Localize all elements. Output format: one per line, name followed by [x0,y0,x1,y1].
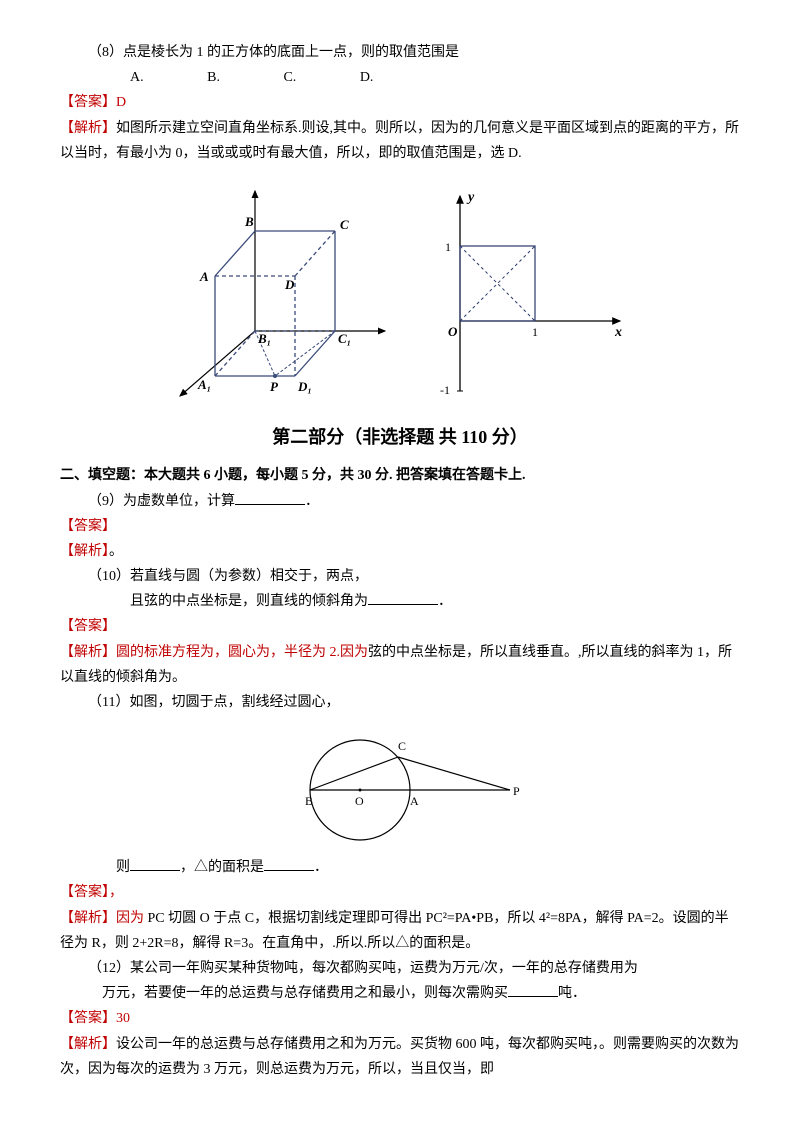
q12-answer: 【答案】30 [60,1006,740,1031]
plane-diagram: O x y 1 1 -1 [420,181,640,411]
q12-analysis: 【解析】设公司一年的总运费与总存储费用之和为万元。买货物 600 吨，每次都购买… [60,1032,740,1082]
q11-prefix: 则 [116,860,130,875]
label-1x: 1 [532,325,538,339]
q12-blank [508,982,558,997]
q11-answer: 【答案】， [60,880,740,905]
cube-diagram: A B C D A₁ B₁ C₁ D₁ P [160,181,390,411]
q11-analysis-label: 【解析】 [60,911,116,926]
label-y: y [466,190,475,205]
label-A: A [199,269,209,284]
label-D: D [284,277,295,292]
label-A1: A₁ [197,377,211,392]
q8-opt-a: A. [130,65,144,90]
q12-answer-label: 【答案】 [60,1011,116,1026]
part2-title: 第二部分（非选择题 共 110 分） [60,421,740,453]
label-O-circ: O [355,794,364,808]
q9-line: （9）为虚数单位，计算 ． [60,489,740,514]
label-P: P [270,379,279,394]
q11-line2: 则 ，△的面积是 ． [60,855,740,880]
q10-analysis: 【解析】圆的标准方程为，圆心为，半径为 2.因为弦的中点坐标是，所以直线垂直。,… [60,640,740,690]
label-neg1: -1 [440,383,450,397]
label-O: O [448,324,458,339]
q12-line2: 万元，若要使一年的总运费与总存储费用之和最小，则每次需购买 吨． [60,981,740,1006]
q8-diagrams: A B C D A₁ B₁ C₁ D₁ P O x y 1 1 -1 [60,181,740,411]
q8-options: A. B. C. D. [60,65,740,90]
q8-answer: 【答案】D [60,90,740,115]
q9-blank [235,490,305,505]
q10-line2: 且弦的中点坐标是，则直线的倾斜角为 ． [60,589,740,614]
q8-opt-c: C. [283,65,296,90]
q10-answer: 【答案】 [60,614,740,639]
label-P-circ: P [513,784,520,798]
q8-analysis: 【解析】如图所示建立空间直角坐标系.则设,其中。则所以，因为的几何意义是平面区域… [60,116,740,166]
label-B-circ: B [305,794,313,808]
analysis-text: 如图所示建立空间直角坐标系.则设,其中。则所以，因为的几何意义是平面区域到点的距… [60,121,739,161]
q10-line1: （10）若直线与圆（为参数）相交于，两点， [60,564,740,589]
q10-analysis-label: 【解析】 [60,645,116,660]
q8-opt-b: B. [207,65,220,90]
label-A-circ: A [410,794,419,808]
label-C1: C₁ [338,331,351,346]
q12-line1: （12）某公司一年购买某种货物吨，每次都购买吨，运费为万元/次，一年的总存储费用… [60,956,740,981]
q10-analysis-part1: 圆的标准方程为，圆心为，半径为 2.因为 [116,645,368,660]
q12-analysis-label: 【解析】 [60,1037,116,1052]
label-x: x [614,325,622,340]
q11-suffix: ． [314,860,328,875]
q12-line2-text: 万元，若要使一年的总运费与总存储费用之和最小，则每次需购买 [102,986,508,1001]
q9-text: （9）为虚数单位，计算 [88,494,235,509]
q10-blank [368,590,438,605]
q9-suffix: ． [305,494,319,509]
q11-analysis: 【解析】因为 PC 切圆 O 于点 C，根据切割线定理即可得出 PC²=PA•P… [60,906,740,956]
q8-opt-d: D. [360,65,374,90]
q10-line2-text: 且弦的中点坐标是，则直线的倾斜角为 [130,594,368,609]
q9-analysis: 【解析】。 [60,539,740,564]
q9-analysis-text: 。 [109,544,123,559]
label-C-circ: C [398,739,406,753]
answer-value: D [116,95,126,110]
q9-answer: 【答案】 [60,514,740,539]
q9-analysis-label: 【解析】 [60,544,109,559]
q11-analysis-text: PC 切圆 O 于点 C，根据切割线定理即可得出 PC²=PA•PB，所以 4²… [60,911,729,951]
label-B: B [244,214,254,229]
label-B1: B₁ [257,331,271,346]
q12-analysis-text: 设公司一年的总运费与总存储费用之和为万元。买货物 600 吨，每次都购买吨，。则… [60,1037,739,1077]
q12-answer-value: 30 [116,1011,130,1026]
label-C: C [340,217,349,232]
q11-diagram: B O A P C [60,720,740,850]
q11-answer-suffix: ， [109,885,123,900]
q11-blank1 [130,856,180,871]
answer-label: 【答案】 [60,95,116,110]
label-1y: 1 [445,240,451,254]
analysis-label: 【解析】 [60,121,116,136]
q11-text: （11）如图，切圆于点，割线经过圆心， [60,690,740,715]
q8-text: （8）点是棱长为 1 的正方体的底面上一点，则的取值范围是 [60,40,740,65]
q11-analysis-red: 因为 [116,911,144,926]
q10-suffix: ． [438,594,452,609]
q12-line2-suffix: 吨． [558,986,586,1001]
q11-mid: ，△的面积是 [180,860,264,875]
label-D1: D₁ [297,379,312,394]
q11-blank2 [264,856,314,871]
q11-answer-label: 【答案】 [60,885,109,900]
section2-header: 二、填空题：本大题共 6 小题，每小题 5 分，共 30 分. 把答案填在答题卡… [60,463,740,488]
